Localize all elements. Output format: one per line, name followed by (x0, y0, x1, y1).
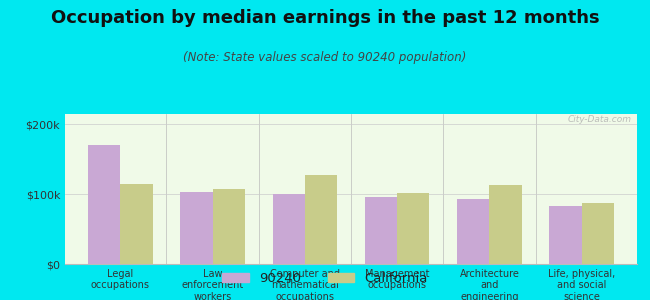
Bar (397, 193, 430, 264)
Bar (582, 202, 614, 264)
Bar (120, 184, 153, 264)
Bar (180, 192, 213, 264)
Bar (305, 175, 337, 264)
Bar (457, 199, 489, 264)
Bar (489, 185, 522, 264)
Text: City-Data.com: City-Data.com (567, 116, 631, 124)
Bar (88, 146, 120, 264)
Text: Occupation by median earnings in the past 12 months: Occupation by median earnings in the pas… (51, 9, 599, 27)
Text: (Note: State values scaled to 90240 population): (Note: State values scaled to 90240 popu… (183, 51, 467, 64)
Bar (213, 189, 245, 264)
Legend: 90240, California: 90240, California (217, 267, 433, 290)
Bar (549, 206, 582, 264)
Bar (272, 194, 305, 264)
Bar (365, 197, 397, 264)
